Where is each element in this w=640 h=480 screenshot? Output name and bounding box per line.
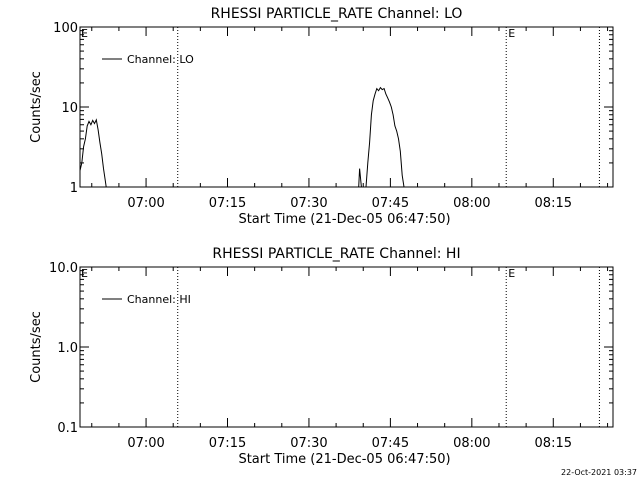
y-tick-label: 10.0 xyxy=(49,261,78,276)
x-tick-label: 08:15 xyxy=(535,436,572,451)
x-tick-label: 08:15 xyxy=(535,196,572,211)
x-tick-label: 07:45 xyxy=(372,436,409,451)
y-tick-label: 10 xyxy=(61,101,78,116)
x-tick-label: 07:15 xyxy=(209,436,246,451)
edge-marker-label: E xyxy=(81,27,88,40)
y-tick-label: 1.0 xyxy=(57,341,78,356)
series-line-2 xyxy=(358,86,405,187)
panel-2: RHESSI PARTICLE_RATE Channel: HI 0.1 1.0 10… xyxy=(29,246,614,467)
x-tick-label: 08:00 xyxy=(453,196,490,211)
panel-1: RHESSI PARTICLE_RATE Channel: LO 1 10 100 Co… xyxy=(29,6,614,227)
x-tick-label: 07:00 xyxy=(127,436,164,451)
footer-timestamp: 22-Oct-2021 03:37 xyxy=(561,468,637,477)
series-line-1 xyxy=(80,118,107,187)
edge-marker-label: E xyxy=(81,267,88,280)
plot-frame xyxy=(79,26,614,188)
legend-label: Channel: LO xyxy=(127,53,194,66)
x-tick-label: 07:15 xyxy=(209,196,246,211)
y-tick-label: 0.1 xyxy=(57,421,78,436)
x-tick-label: 07:45 xyxy=(372,196,409,211)
time-marker-label: E xyxy=(508,267,515,280)
time-marker-label: E xyxy=(508,27,515,40)
plot-frame xyxy=(79,266,614,428)
x-tick-label: 07:30 xyxy=(290,436,327,451)
y-tick-label: 1 xyxy=(70,181,78,196)
x-tick-label: 07:00 xyxy=(127,196,164,211)
chart-title: RHESSI PARTICLE_RATE Channel: LO xyxy=(211,6,463,22)
x-tick-label: 07:30 xyxy=(290,196,327,211)
chart-title: RHESSI PARTICLE_RATE Channel: HI xyxy=(212,246,460,262)
legend-label: Channel: HI xyxy=(127,293,191,306)
x-tick-label: 08:00 xyxy=(453,436,490,451)
y-axis-label: Counts/sec xyxy=(29,311,44,383)
x-axis-label: Start Time (21-Dec-05 06:47:50) xyxy=(238,212,450,227)
y-tick-label: 100 xyxy=(53,21,78,36)
y-axis-label: Counts/sec xyxy=(29,71,44,143)
x-axis-label: Start Time (21-Dec-05 06:47:50) xyxy=(238,452,450,467)
